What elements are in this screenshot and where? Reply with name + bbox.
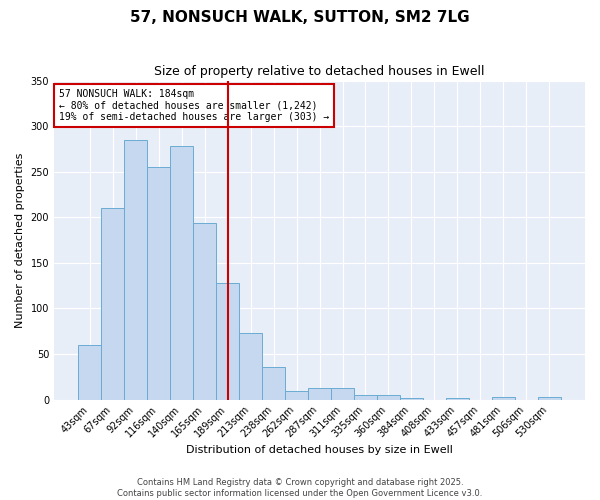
- Text: 57, NONSUCH WALK, SUTTON, SM2 7LG: 57, NONSUCH WALK, SUTTON, SM2 7LG: [130, 10, 470, 25]
- Bar: [400, 398, 423, 400]
- Bar: [193, 223, 216, 400]
- Bar: [308, 388, 331, 400]
- Bar: [147, 167, 170, 400]
- Bar: [354, 395, 377, 400]
- Bar: [124, 140, 147, 400]
- Bar: [262, 367, 285, 400]
- Bar: [101, 208, 124, 400]
- Bar: [538, 397, 561, 400]
- X-axis label: Distribution of detached houses by size in Ewell: Distribution of detached houses by size …: [186, 445, 453, 455]
- Bar: [331, 388, 354, 400]
- Bar: [239, 333, 262, 400]
- Title: Size of property relative to detached houses in Ewell: Size of property relative to detached ho…: [154, 65, 485, 78]
- Bar: [78, 345, 101, 400]
- Bar: [446, 398, 469, 400]
- Bar: [377, 395, 400, 400]
- Bar: [285, 390, 308, 400]
- Text: Contains HM Land Registry data © Crown copyright and database right 2025.
Contai: Contains HM Land Registry data © Crown c…: [118, 478, 482, 498]
- Bar: [170, 146, 193, 400]
- Bar: [492, 397, 515, 400]
- Y-axis label: Number of detached properties: Number of detached properties: [15, 152, 25, 328]
- Text: 57 NONSUCH WALK: 184sqm
← 80% of detached houses are smaller (1,242)
19% of semi: 57 NONSUCH WALK: 184sqm ← 80% of detache…: [59, 88, 329, 122]
- Bar: [216, 283, 239, 400]
